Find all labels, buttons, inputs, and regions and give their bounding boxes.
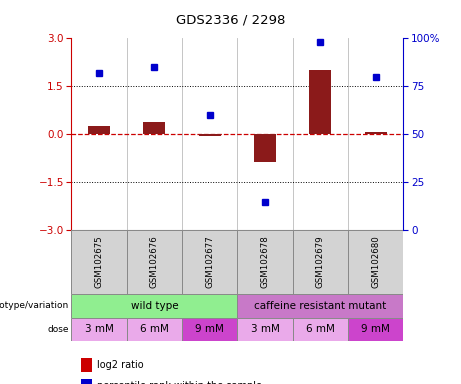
Text: GSM102676: GSM102676 xyxy=(150,236,159,288)
Bar xyxy=(143,122,165,134)
Text: 6 mM: 6 mM xyxy=(306,324,335,334)
Bar xyxy=(293,318,348,341)
Text: 9 mM: 9 mM xyxy=(195,324,224,334)
Bar xyxy=(182,230,237,294)
Bar xyxy=(293,230,348,294)
Text: caffeine resistant mutant: caffeine resistant mutant xyxy=(254,301,386,311)
Text: 9 mM: 9 mM xyxy=(361,324,390,334)
Bar xyxy=(71,230,127,294)
Bar xyxy=(254,134,276,162)
Bar xyxy=(309,70,331,134)
Bar xyxy=(365,132,387,134)
Text: GSM102680: GSM102680 xyxy=(371,236,380,288)
Text: GSM102677: GSM102677 xyxy=(205,236,214,288)
Bar xyxy=(199,134,221,136)
Bar xyxy=(182,318,237,341)
Text: log2 ratio: log2 ratio xyxy=(97,360,143,370)
Bar xyxy=(88,126,110,134)
Text: 3 mM: 3 mM xyxy=(85,324,113,334)
Text: GSM102679: GSM102679 xyxy=(316,236,325,288)
Text: 3 mM: 3 mM xyxy=(251,324,279,334)
Bar xyxy=(237,318,293,341)
Text: GSM102678: GSM102678 xyxy=(260,236,270,288)
Bar xyxy=(237,294,403,318)
Text: dose: dose xyxy=(47,325,69,334)
Text: GSM102675: GSM102675 xyxy=(95,236,104,288)
Text: GDS2336 / 2298: GDS2336 / 2298 xyxy=(176,13,285,26)
Bar xyxy=(71,318,127,341)
Text: 6 mM: 6 mM xyxy=(140,324,169,334)
Bar xyxy=(348,230,403,294)
Bar xyxy=(237,230,293,294)
Text: percentile rank within the sample: percentile rank within the sample xyxy=(97,381,262,384)
Bar xyxy=(71,294,237,318)
Text: genotype/variation: genotype/variation xyxy=(0,301,69,310)
Bar xyxy=(127,318,182,341)
Bar xyxy=(348,318,403,341)
Text: wild type: wild type xyxy=(130,301,178,311)
Bar xyxy=(127,230,182,294)
